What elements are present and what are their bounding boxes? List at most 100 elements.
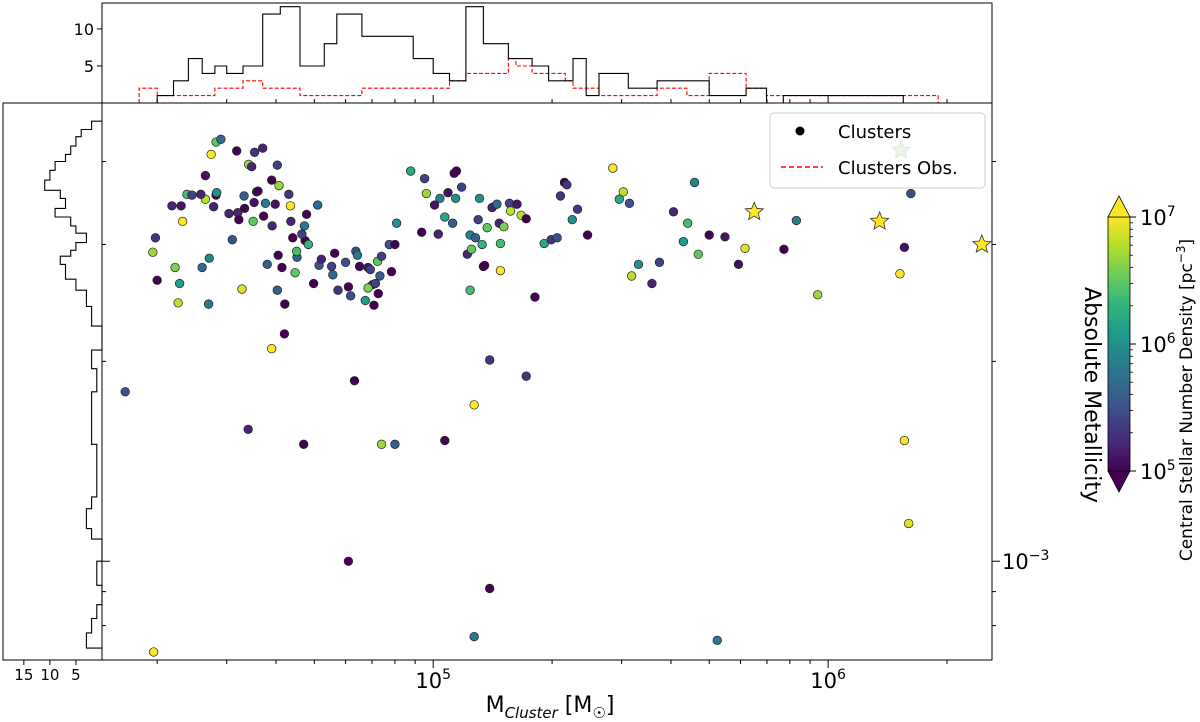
- cluster-point: [152, 275, 162, 285]
- cluster-point: [333, 285, 343, 295]
- cluster-point: [267, 175, 277, 185]
- cluster-point: [346, 291, 356, 301]
- cluster-point: [349, 376, 360, 386]
- cluster-point: [465, 285, 475, 295]
- top-histogram-y-ticks: 5 10: [74, 20, 102, 76]
- cluster-point: [480, 260, 490, 271]
- cluster-point: [284, 189, 294, 199]
- cluster-point: [208, 202, 219, 212]
- cluster-point: [212, 188, 222, 198]
- cluster-point: [224, 208, 234, 219]
- cluster-point: [291, 246, 302, 256]
- cluster-point: [206, 149, 216, 160]
- cluster-point: [354, 261, 365, 272]
- cluster-point: [232, 146, 242, 156]
- top-histogram: 5 10: [74, 2, 993, 104]
- side-histogram-clusters-step: [44, 120, 103, 649]
- top-histogram-clusters-step: [139, 6, 939, 104]
- cluster-point: [290, 268, 300, 278]
- cluster-point: [469, 631, 479, 642]
- cluster-point: [456, 182, 467, 192]
- cluster-point: [227, 235, 237, 245]
- cluster-point: [417, 227, 427, 237]
- side-histogram-frame: [2, 102, 103, 661]
- cluster-point: [689, 177, 700, 188]
- cluster-point: [720, 232, 730, 242]
- cluster-point: [249, 197, 259, 208]
- cluster-point: [895, 269, 905, 279]
- cluster-point: [477, 239, 487, 250]
- cluster-point: [328, 270, 338, 280]
- cluster-point: [360, 295, 370, 306]
- cluster-point: [608, 163, 618, 173]
- cluster-point: [316, 254, 327, 264]
- side-histogram-tick-label: 5: [71, 666, 81, 684]
- colorbar-extend-top: [1107, 195, 1131, 218]
- colorbar-body: [1107, 216, 1131, 472]
- colorbar: 105 106 107 Central Stellar Number Density…: [1107, 195, 1197, 561]
- legend: Clusters Clusters Obs.: [769, 112, 986, 189]
- x-axis-label: MCluster [M☉]: [486, 693, 615, 722]
- cluster-point: [485, 355, 495, 365]
- cluster-point: [187, 190, 197, 200]
- cluster-point: [204, 253, 214, 263]
- cluster-point: [149, 647, 159, 657]
- cluster-point: [216, 134, 226, 144]
- cluster-point: [279, 329, 290, 339]
- cluster-point: [440, 435, 450, 446]
- side-histogram-tick-label: 15: [14, 666, 33, 684]
- cluster-point: [485, 583, 495, 594]
- main-plot-frame: [101, 102, 993, 661]
- side-histogram-tick-label: 10: [40, 666, 59, 684]
- colorbar-ticks: 105 106 107: [1130, 204, 1176, 484]
- cluster-point: [390, 239, 400, 250]
- cluster-point: [267, 221, 277, 231]
- cluster-point: [552, 233, 562, 243]
- cluster-point: [626, 271, 637, 281]
- y-axis-label: Absolute Metallicity: [1079, 287, 1104, 503]
- cluster-point: [572, 204, 583, 214]
- cluster-point: [170, 262, 180, 273]
- cluster-point: [469, 400, 479, 410]
- cluster-point: [167, 201, 177, 211]
- cluster-point: [654, 257, 665, 267]
- cluster-point: [733, 259, 744, 270]
- cluster-point: [391, 218, 402, 228]
- side-histogram-bars: [44, 120, 103, 649]
- cluster-point: [340, 257, 351, 267]
- cluster-point: [421, 188, 432, 199]
- cluster-point: [451, 193, 461, 204]
- cluster-point: [243, 424, 253, 434]
- cluster-point: [683, 218, 693, 228]
- cluster-point: [239, 191, 249, 201]
- cluster-point: [363, 283, 373, 293]
- y-tick-label: 10−3: [1002, 548, 1049, 574]
- cluster-point: [272, 285, 282, 295]
- cluster-point: [203, 299, 214, 309]
- cluster-point: [150, 233, 161, 243]
- cluster-point: [274, 180, 284, 191]
- legend-box: [769, 112, 986, 189]
- cluster-point: [352, 250, 363, 260]
- cluster-point: [386, 267, 397, 277]
- cluster-point: [253, 186, 263, 196]
- cluster-point: [343, 556, 354, 566]
- colorbar-tick-label: 106: [1140, 331, 1176, 357]
- cluster-point: [582, 230, 593, 240]
- legend-label-clusters: Clusters: [838, 122, 911, 143]
- cluster-point: [148, 247, 158, 257]
- cluster-point: [390, 439, 400, 449]
- cluster-point: [376, 251, 387, 261]
- cluster-point: [779, 244, 789, 254]
- cluster-point: [370, 278, 381, 289]
- cluster-point: [470, 233, 481, 243]
- cluster-point: [260, 198, 271, 208]
- side-histogram: 15 10 5: [2, 102, 103, 684]
- x-tick-label: 105: [415, 667, 451, 693]
- cluster-point: [451, 166, 462, 176]
- cluster-point: [492, 199, 502, 209]
- cluster-point: [196, 189, 206, 199]
- cluster-point: [258, 143, 268, 153]
- colorbar-extend-bottom: [1107, 470, 1131, 493]
